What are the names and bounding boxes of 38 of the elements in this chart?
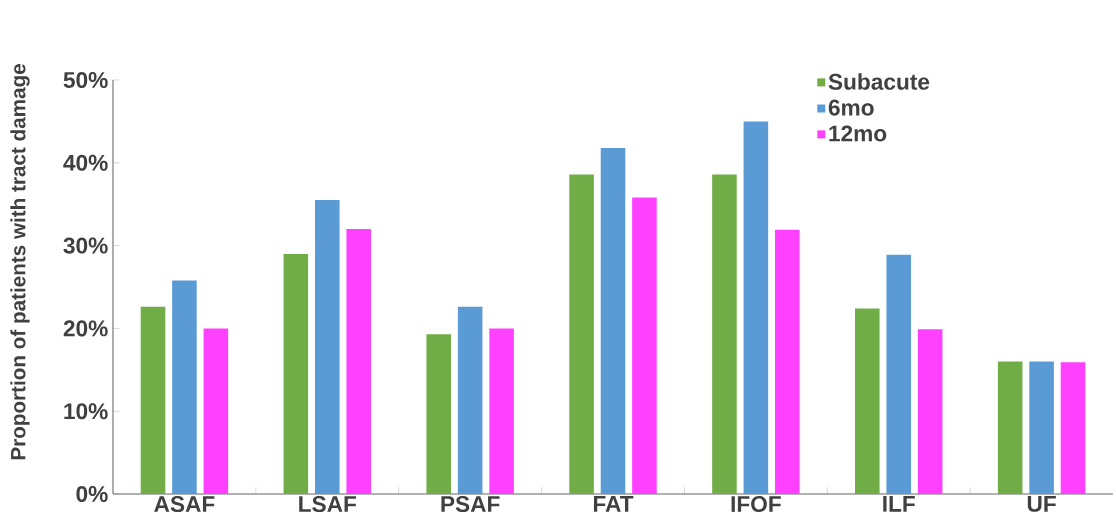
bar — [712, 174, 737, 494]
bar — [489, 328, 514, 494]
legend-label: 12mo — [829, 125, 887, 142]
bar — [775, 229, 800, 494]
bar — [886, 254, 912, 494]
y-tick-label: 40% — [63, 154, 108, 171]
bar — [917, 329, 943, 494]
legend-label: Subacute — [828, 73, 930, 90]
y-axis-title: Proportion of patients with tract damage — [10, 64, 30, 460]
bar — [1060, 362, 1086, 494]
bar — [426, 334, 451, 494]
bar — [1029, 361, 1054, 494]
y-tick-label: 0% — [76, 485, 108, 503]
x-tick-label: IFOF — [731, 496, 781, 513]
bar — [140, 306, 166, 494]
bar — [600, 147, 626, 494]
bar — [457, 306, 483, 494]
y-tick-label: 50% — [63, 71, 108, 89]
y-tick-label: 20% — [63, 320, 108, 337]
bar — [632, 197, 657, 494]
x-tick-label: ASAF — [154, 496, 215, 513]
bar — [283, 253, 309, 494]
x-tick-label: UF — [1027, 496, 1056, 512]
bar — [203, 328, 229, 494]
legend-label: 6mo — [828, 99, 874, 116]
bar — [743, 121, 769, 494]
bar — [315, 200, 340, 494]
y-tick-label: 10% — [64, 403, 108, 420]
x-tick-label: LSAF — [299, 496, 357, 513]
bar — [855, 308, 880, 494]
x-tick-label: FAT — [593, 496, 634, 512]
y-tick-label: 30% — [63, 237, 108, 254]
bar — [569, 174, 594, 494]
x-tick-label: PSAF — [441, 496, 500, 513]
bar — [346, 229, 372, 494]
bar — [997, 361, 1023, 494]
bar — [172, 280, 197, 494]
x-tick-label: ILF — [883, 496, 915, 512]
